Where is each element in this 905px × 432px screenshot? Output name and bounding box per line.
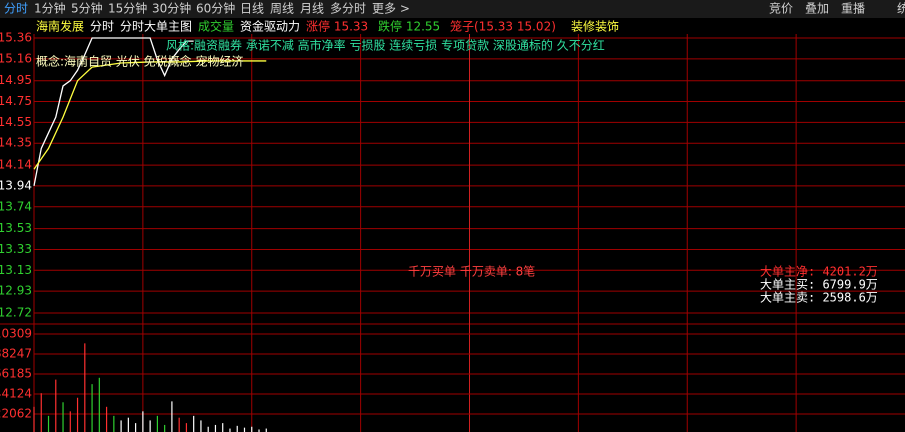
right-tab[interactable]: 叠加 (805, 2, 829, 16)
info-item: 装修装饰 (571, 19, 619, 34)
tab[interactable]: 日线 (240, 2, 264, 16)
tab[interactable]: 更多 > (372, 2, 410, 16)
buy-note: 大单主买: 6799.9万 (760, 278, 878, 292)
y-tick-label: 14.95 (0, 73, 32, 87)
y-tick-label: 12.93 (0, 284, 32, 298)
tab[interactable]: 5分钟 (71, 1, 103, 16)
y-tick-label: 13.33 (0, 242, 32, 256)
info-item: 资金驱动力 (240, 19, 300, 34)
right-tab[interactable]: 统计 (897, 2, 905, 16)
price-line (33, 37, 194, 187)
y-tick-label: 22062 (0, 406, 32, 420)
y-tick-label: 66185 (0, 367, 32, 381)
y-tick-label: 14.35 (0, 136, 32, 150)
net-note: 大单主净: 4201.2万 (760, 265, 878, 279)
right-tab[interactable]: 重播 (841, 2, 865, 16)
y-tick-label: 13.94 (0, 178, 32, 192)
y-tick-label: 13.53 (0, 221, 32, 235)
y-tick-label: 15.36 (0, 31, 32, 45)
toolbar-bg (0, 0, 905, 18)
y-tick-label: 15.16 (0, 51, 32, 65)
tab[interactable]: 月线 (300, 2, 324, 16)
tab[interactable]: 60分钟 (196, 1, 235, 16)
info-item: 分时 (90, 20, 114, 34)
y-tick-label: 110309 (0, 327, 32, 341)
tab[interactable]: 分时 (4, 2, 28, 16)
tab[interactable]: 15分钟 (108, 1, 147, 16)
info-item: 分时大单主图 (120, 20, 192, 34)
tab[interactable]: 周线 (270, 2, 294, 16)
y-tick-label: 13.74 (0, 199, 32, 213)
y-tick-label: 88247 (0, 347, 32, 361)
right-tab[interactable]: 竞价 (769, 2, 793, 16)
tab[interactable]: 1分钟 (34, 1, 66, 16)
info-item: 海南发展 (36, 19, 84, 34)
sell-note: 大单主卖: 2598.6万 (760, 291, 878, 305)
tab[interactable]: 多分时 (330, 2, 366, 16)
info-item: 跌停 12.55 (378, 19, 440, 34)
y-tick-label: 44124 (0, 386, 32, 400)
y-tick-label: 12.72 (0, 306, 32, 320)
info-item: 成交量 (198, 19, 234, 34)
y-tick-label: 13.13 (0, 263, 32, 277)
info-item: 涨停 15.33 (306, 19, 368, 34)
price-line (33, 60, 267, 170)
style-note: 风格:融资融券 承诺不减 高市净率 亏损股 连续亏损 专项贷款 深股通标的 久不… (166, 38, 605, 53)
y-tick-label: 14.14 (0, 158, 32, 172)
y-tick-label: 14.55 (0, 115, 32, 129)
tab[interactable]: 30分钟 (152, 1, 191, 16)
concept-note: 概念:海南自贸 光伏 免税概念 宠物经济 (36, 54, 244, 69)
y-tick-label: 14.75 (0, 94, 32, 108)
info-item: 笼子(15.33 15.02) (450, 19, 556, 34)
big-orders-note: 千万买单 千万卖单: 8笔 (408, 264, 535, 279)
